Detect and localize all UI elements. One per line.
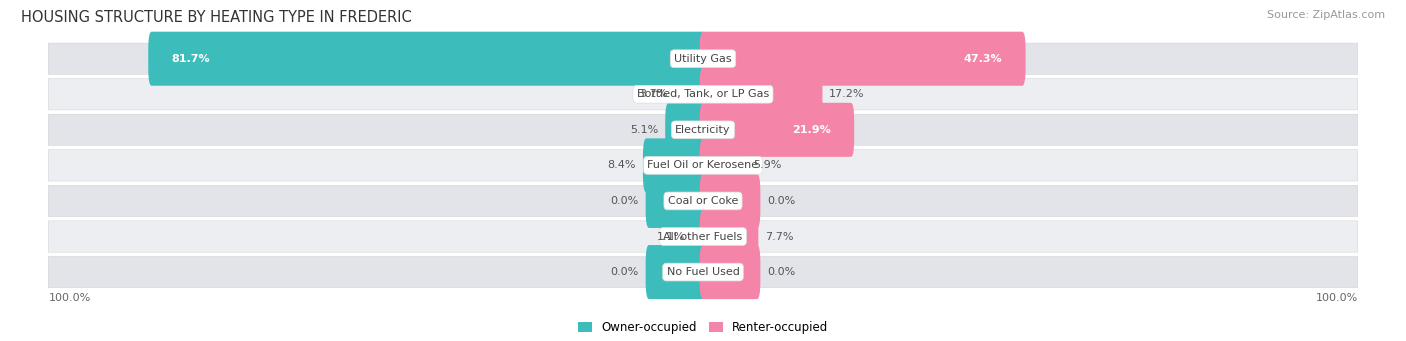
Text: 8.4%: 8.4% (607, 160, 636, 170)
Text: 81.7%: 81.7% (172, 54, 211, 64)
Text: No Fuel Used: No Fuel Used (666, 267, 740, 277)
FancyBboxPatch shape (700, 174, 761, 228)
Text: 0.0%: 0.0% (610, 196, 638, 206)
Text: Bottled, Tank, or LP Gas: Bottled, Tank, or LP Gas (637, 89, 769, 99)
Text: 0.0%: 0.0% (610, 267, 638, 277)
Text: 17.2%: 17.2% (830, 89, 865, 99)
Text: 5.1%: 5.1% (630, 125, 658, 135)
FancyBboxPatch shape (48, 150, 1358, 181)
Text: Source: ZipAtlas.com: Source: ZipAtlas.com (1267, 10, 1385, 20)
Text: 47.3%: 47.3% (963, 54, 1002, 64)
Text: Utility Gas: Utility Gas (675, 54, 731, 64)
Text: 7.7%: 7.7% (765, 232, 793, 241)
FancyBboxPatch shape (48, 79, 1358, 110)
Text: 0.0%: 0.0% (768, 196, 796, 206)
Legend: Owner-occupied, Renter-occupied: Owner-occupied, Renter-occupied (572, 316, 834, 339)
Text: 100.0%: 100.0% (1316, 293, 1358, 303)
FancyBboxPatch shape (48, 221, 1358, 252)
FancyBboxPatch shape (645, 245, 706, 299)
FancyBboxPatch shape (692, 209, 706, 264)
FancyBboxPatch shape (675, 67, 706, 121)
FancyBboxPatch shape (700, 138, 747, 192)
FancyBboxPatch shape (645, 174, 706, 228)
FancyBboxPatch shape (700, 67, 823, 121)
FancyBboxPatch shape (48, 185, 1358, 217)
FancyBboxPatch shape (700, 245, 761, 299)
FancyBboxPatch shape (148, 32, 706, 86)
Text: HOUSING STRUCTURE BY HEATING TYPE IN FREDERIC: HOUSING STRUCTURE BY HEATING TYPE IN FRE… (21, 10, 412, 25)
Text: 100.0%: 100.0% (48, 293, 90, 303)
Text: All other Fuels: All other Fuels (664, 232, 742, 241)
Text: 0.0%: 0.0% (768, 267, 796, 277)
FancyBboxPatch shape (700, 32, 1025, 86)
Text: 3.7%: 3.7% (640, 89, 668, 99)
FancyBboxPatch shape (48, 114, 1358, 146)
FancyBboxPatch shape (700, 103, 855, 157)
Text: 21.9%: 21.9% (792, 125, 831, 135)
FancyBboxPatch shape (48, 43, 1358, 74)
FancyBboxPatch shape (48, 256, 1358, 288)
Text: Electricity: Electricity (675, 125, 731, 135)
Text: 5.9%: 5.9% (754, 160, 782, 170)
Text: 1.1%: 1.1% (657, 232, 686, 241)
FancyBboxPatch shape (700, 209, 758, 264)
Text: Fuel Oil or Kerosene: Fuel Oil or Kerosene (647, 160, 759, 170)
Text: Coal or Coke: Coal or Coke (668, 196, 738, 206)
FancyBboxPatch shape (665, 103, 706, 157)
FancyBboxPatch shape (643, 138, 706, 192)
